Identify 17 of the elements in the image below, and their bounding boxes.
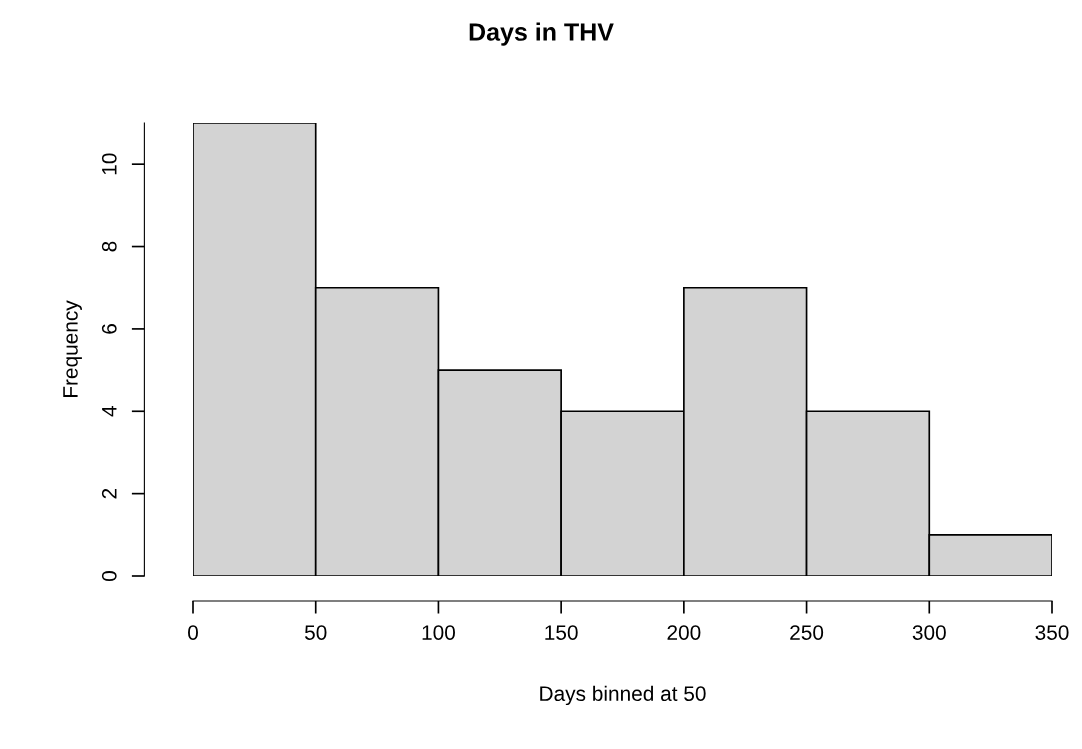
chart-title: Days in THV [469,22,614,46]
x-tick-label: 200 [667,625,701,640]
x-tick-label: 350 [1035,625,1069,640]
x-tick-label: 50 [304,625,327,640]
x-tick-label: 250 [790,625,824,640]
y-tick-label: 6 [101,324,117,334]
y-tick-label: 10 [101,153,117,175]
y-tick-label: 2 [101,488,117,499]
y-tick-label: 4 [102,406,117,417]
x-tick-label: 150 [545,625,578,640]
x-tick-label: 300 [912,625,946,640]
x-tick-label: 0 [188,625,198,640]
y-tick-label: 0 [101,571,117,581]
x-tick-label: 100 [422,625,455,640]
x-axis-title: Days binned at 50 [540,685,706,706]
y-tick-label: 8 [101,241,117,252]
y-axis-title: Frequency [63,300,82,397]
